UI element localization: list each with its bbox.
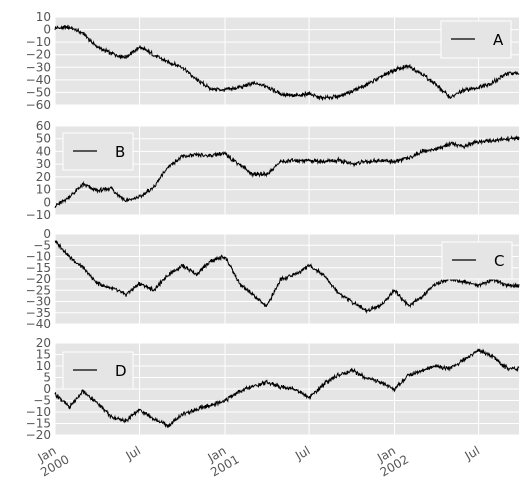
y-tick-label-b: 20 (36, 170, 51, 184)
x-tick-month: Jul (292, 443, 312, 463)
y-tick-label-d: 10 (36, 359, 51, 373)
y-tick-label-c: −40 (26, 317, 51, 331)
y-tick-label-d: −20 (26, 428, 51, 442)
x-tick-label: Jul (462, 443, 482, 463)
x-tick-label: Jul (292, 443, 312, 463)
y-tick-label-b: 0 (43, 195, 51, 209)
y-tick-label-a: −40 (26, 73, 51, 87)
y-tick-label-b: 10 (36, 183, 51, 197)
y-tick-label-c: −20 (26, 272, 51, 286)
legend-a-label: A (493, 31, 504, 49)
y-tick-label-c: −5 (33, 238, 51, 252)
series-a-line (54, 24, 520, 101)
y-tick-label-a: 10 (36, 10, 51, 24)
y-tick-label-c: −35 (26, 306, 51, 320)
y-tick-label-a: −20 (26, 48, 51, 62)
y-tick-label-c: −10 (26, 250, 51, 264)
series-b-line (54, 135, 520, 209)
y-tick-label-a: −30 (26, 60, 51, 74)
legend-b-label: B (115, 143, 125, 161)
series-d-line (54, 348, 520, 428)
y-tick-label-b: 30 (36, 157, 51, 171)
legend-c-label: C (494, 252, 504, 270)
y-tick-label-c: −15 (26, 261, 51, 275)
y-tick-label-b: 50 (36, 132, 51, 146)
y-tick-label-b: 40 (36, 144, 51, 158)
y-tick-label-d: 20 (36, 336, 51, 350)
y-tick-label-d: −15 (26, 417, 51, 431)
y-tick-label-d: −5 (33, 394, 51, 408)
y-tick-label-a: −10 (26, 35, 51, 49)
y-tick-label-d: 15 (36, 348, 51, 362)
y-tick-label-c: 0 (43, 227, 51, 241)
x-tick-month: Jul (123, 443, 143, 463)
y-tick-label-a: −60 (26, 98, 51, 112)
x-tick-label: Jul (123, 443, 143, 463)
y-tick-label-a: 0 (43, 23, 51, 37)
y-tick-label-d: 5 (43, 371, 51, 385)
x-tick-month: Jul (462, 443, 482, 463)
y-tick-label-d: 0 (43, 382, 51, 396)
series-c-line (54, 240, 520, 314)
legend-d-label: D (115, 362, 127, 380)
y-tick-label-d: −10 (26, 405, 51, 419)
y-tick-label-b: −10 (26, 208, 51, 222)
y-tick-label-a: −50 (26, 85, 51, 99)
y-tick-label-b: 60 (36, 119, 51, 133)
y-tick-label-c: −25 (26, 283, 51, 297)
y-tick-label-c: −30 (26, 295, 51, 309)
